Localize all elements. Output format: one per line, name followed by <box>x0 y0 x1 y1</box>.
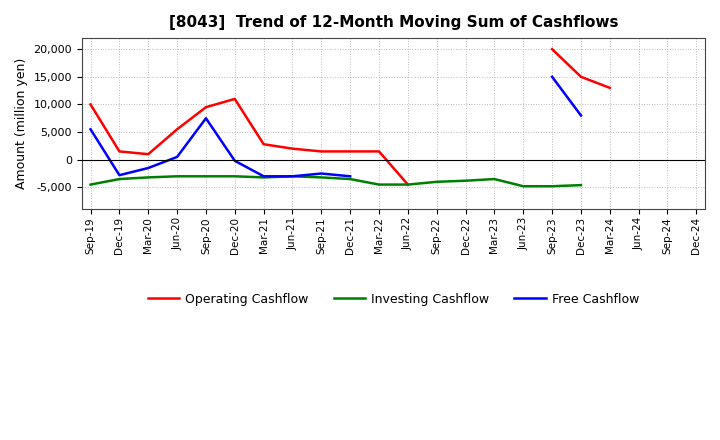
Investing Cashflow <box>202 174 210 179</box>
Operating Cashflow <box>202 105 210 110</box>
Free Cashflow <box>86 127 95 132</box>
Investing Cashflow <box>115 176 124 182</box>
Operating Cashflow <box>86 102 95 107</box>
Investing Cashflow <box>462 178 470 183</box>
Investing Cashflow <box>144 175 153 180</box>
Free Cashflow <box>202 116 210 121</box>
Investing Cashflow <box>346 176 354 182</box>
Investing Cashflow <box>519 183 528 189</box>
Operating Cashflow <box>173 127 181 132</box>
Investing Cashflow <box>259 175 268 180</box>
Line: Free Cashflow: Free Cashflow <box>91 118 350 176</box>
Operating Cashflow <box>288 146 297 151</box>
Operating Cashflow <box>374 149 383 154</box>
Free Cashflow <box>346 174 354 179</box>
Operating Cashflow <box>144 151 153 157</box>
Line: Operating Cashflow: Operating Cashflow <box>91 99 408 185</box>
Investing Cashflow <box>374 182 383 187</box>
Free Cashflow <box>115 172 124 178</box>
Y-axis label: Amount (million yen): Amount (million yen) <box>15 58 28 189</box>
Title: [8043]  Trend of 12-Month Moving Sum of Cashflows: [8043] Trend of 12-Month Moving Sum of C… <box>168 15 618 30</box>
Investing Cashflow <box>433 179 441 184</box>
Investing Cashflow <box>548 183 557 189</box>
Investing Cashflow <box>317 175 325 180</box>
Operating Cashflow <box>115 149 124 154</box>
Free Cashflow <box>230 158 239 163</box>
Operating Cashflow <box>230 96 239 102</box>
Operating Cashflow <box>346 149 354 154</box>
Legend: Operating Cashflow, Investing Cashflow, Free Cashflow: Operating Cashflow, Investing Cashflow, … <box>143 288 644 311</box>
Free Cashflow <box>317 171 325 176</box>
Operating Cashflow <box>403 182 412 187</box>
Operating Cashflow <box>317 149 325 154</box>
Free Cashflow <box>288 174 297 179</box>
Investing Cashflow <box>577 183 585 188</box>
Line: Investing Cashflow: Investing Cashflow <box>91 176 581 186</box>
Investing Cashflow <box>86 182 95 187</box>
Free Cashflow <box>144 165 153 171</box>
Investing Cashflow <box>490 176 499 182</box>
Investing Cashflow <box>173 174 181 179</box>
Investing Cashflow <box>403 182 412 187</box>
Free Cashflow <box>259 174 268 179</box>
Investing Cashflow <box>288 174 297 179</box>
Free Cashflow <box>173 154 181 160</box>
Operating Cashflow <box>259 142 268 147</box>
Investing Cashflow <box>230 174 239 179</box>
